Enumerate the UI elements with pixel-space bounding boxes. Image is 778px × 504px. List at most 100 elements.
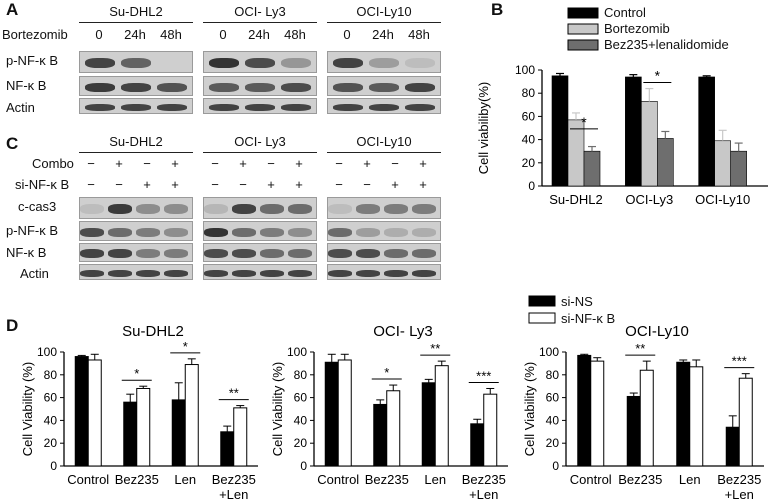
legend-label: si-NS	[561, 294, 593, 309]
y-tick-label: 80	[522, 86, 536, 100]
significance-marker: **	[430, 341, 440, 356]
panel-c-cell-su-dhl2: Su-DHL2	[109, 134, 163, 149]
panel-a-blot-strip	[203, 51, 317, 73]
y-tick-label: 80	[44, 368, 58, 382]
panel-c-combo-sign: +	[239, 156, 247, 171]
x-tick-label: +Len	[725, 487, 754, 502]
panel-c-row-label: c-cas3	[18, 199, 57, 214]
x-tick-label: OCI-Ly10	[695, 192, 750, 207]
panel-a-band	[333, 103, 363, 111]
panel-c-band	[384, 227, 408, 237]
bar	[324, 361, 339, 467]
bar	[233, 407, 248, 467]
panel-c-band	[412, 249, 436, 258]
panel-a-band	[121, 82, 151, 92]
significance-marker: *	[183, 339, 188, 354]
panel-c-band	[412, 227, 436, 237]
y-tick-label: 20	[44, 436, 58, 450]
panel-a-time-label: 0	[219, 27, 227, 42]
chart-title: OCI- Ly3	[373, 323, 432, 340]
panel-c-combo-sign: +	[295, 156, 303, 171]
panel-c-row-label: NF-κ B	[6, 245, 47, 260]
panel-c-band	[164, 269, 188, 277]
x-tick-label: Control	[570, 472, 612, 487]
panel-a-band	[157, 82, 187, 92]
panel-a-row-label: Actin	[6, 100, 35, 115]
panel-c-si-sign: +	[419, 177, 427, 192]
y-tick-label: 20	[294, 436, 308, 450]
panel-a-band	[245, 103, 275, 111]
y-axis-label: Cell Viability (%)	[522, 362, 537, 456]
bar	[639, 369, 654, 467]
panel-c-band	[108, 249, 132, 258]
bar	[470, 423, 485, 467]
panel-c-band	[80, 204, 104, 214]
panel-a-band	[369, 58, 399, 68]
panel-c-cell-oci-ly10: OCI-Ly10	[356, 134, 412, 149]
panel-a-cell-oci-ly3: OCI- Ly3	[234, 4, 286, 19]
panel-c-band	[108, 227, 132, 237]
y-tick-label: 0	[300, 459, 307, 473]
panel-a-time-label: 24h	[248, 27, 270, 42]
panel-c-si-sign: −	[239, 177, 247, 192]
significance-marker: *	[581, 114, 587, 130]
bar	[386, 390, 401, 467]
panel-a-time-label: 0	[95, 27, 103, 42]
panel-a-blot-strip	[327, 98, 441, 114]
panel-c-band	[260, 204, 284, 214]
y-tick-label: 40	[294, 413, 308, 427]
panel-c-combo-sign: −	[391, 156, 399, 171]
panel-c-band	[356, 269, 380, 277]
panel-c-blot-strip	[327, 221, 441, 241]
panel-a-band	[85, 103, 115, 111]
bar	[421, 382, 436, 467]
panel-c-blot-strip	[327, 264, 441, 280]
bar	[171, 399, 186, 467]
panel-a-band	[281, 58, 311, 68]
panel-c-band	[328, 227, 352, 237]
x-tick-label: Su-DHL2	[549, 192, 602, 207]
panel-a-band	[405, 103, 435, 111]
bar	[577, 354, 592, 467]
panel-c-band	[384, 204, 408, 214]
bar	[220, 431, 235, 467]
panel-c-blot-strip	[203, 243, 317, 262]
x-tick-label: Bez235	[212, 472, 256, 487]
panel-c-band	[164, 249, 188, 258]
panel-a-band	[121, 58, 151, 68]
panel-d-letter: D	[6, 316, 19, 335]
panel-a-blot-strip	[79, 51, 193, 73]
bar	[738, 377, 753, 467]
panel-c-combo-sign: −	[143, 156, 151, 171]
x-tick-label: OCI-Ly3	[625, 192, 673, 207]
significance-marker: **	[229, 386, 239, 401]
panel-c-band	[136, 204, 160, 214]
panel-c-band	[328, 269, 352, 277]
panel-a-cell-oci-ly10: OCI-Ly10	[356, 4, 412, 19]
significance-marker: *	[655, 68, 661, 84]
panel-a-treatment-label: Bortezomib	[2, 27, 68, 42]
bar	[373, 403, 388, 467]
x-tick-label: +Len	[219, 487, 248, 502]
panel-c-band	[204, 269, 228, 277]
y-axis-label: Cell Viability (%)	[270, 362, 285, 456]
panel-c-band	[164, 227, 188, 237]
panel-c-band	[204, 227, 228, 237]
y-tick-label: 20	[546, 436, 560, 450]
panel-a-band	[157, 103, 187, 111]
panel-c-si-sign: −	[335, 177, 343, 192]
panel-c-blot-strip	[79, 264, 193, 280]
panel-c-si-sign: +	[171, 177, 179, 192]
panel-a-band	[245, 82, 275, 92]
legend-swatch	[567, 39, 599, 51]
panel-a-time-label: 24h	[124, 27, 146, 42]
panel-a-row-label: NF-κ B	[6, 78, 47, 93]
x-tick-label: Bez235	[462, 472, 506, 487]
panel-a-time-label: 24h	[372, 27, 394, 42]
x-tick-label: Len	[174, 472, 196, 487]
panel-a-cell-su-dhl2: Su-DHL2	[109, 4, 163, 19]
panel-c-band	[232, 204, 256, 214]
